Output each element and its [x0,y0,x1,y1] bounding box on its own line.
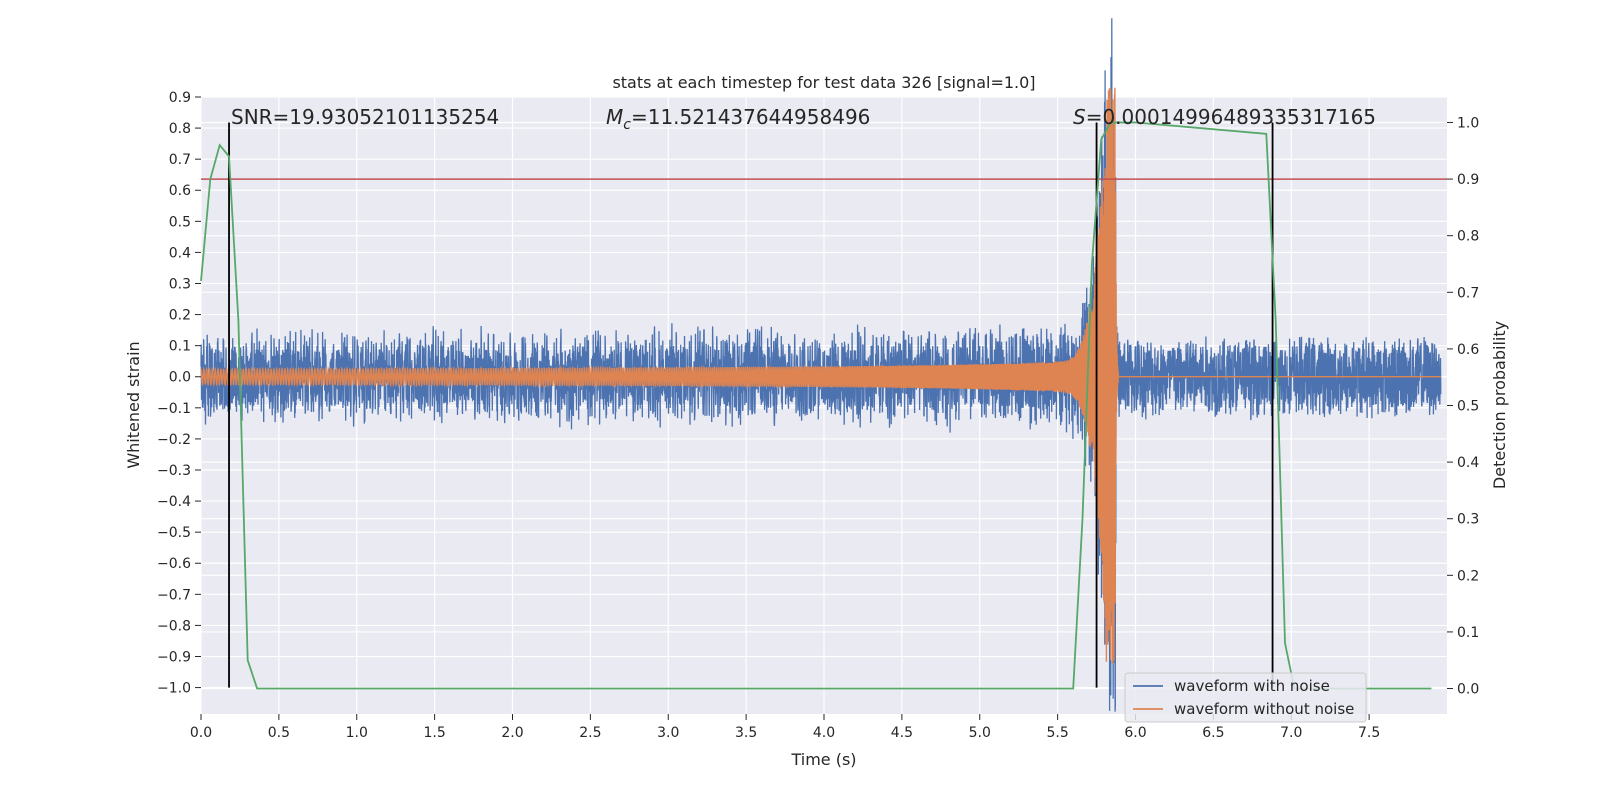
chirp-mass-symbol: M [606,105,623,129]
y-tick-label: 0.1 [169,339,191,355]
chirp-mass-annotation: Mc=11.521437644958496 [606,105,870,133]
y-tick-label: −0.4 [157,494,191,510]
y-tick-label: −0.7 [157,587,191,603]
y-tick-label: −0.8 [157,618,191,634]
legend-box [1124,672,1367,723]
series-line-detection-probability [200,121,1432,690]
x-tick-label: 4.0 [813,725,835,741]
y-tick-label: −0.2 [157,432,191,448]
legend-label-noise: waveform with noise [1174,677,1330,695]
y-tick-label: 0.0 [169,370,191,386]
y2-tick-label: 0.4 [1457,455,1479,471]
y2-tick-label: 0.7 [1457,285,1479,301]
y-tick-label: 0.9 [169,90,191,106]
legend-label-clean: waveform without noise [1174,700,1354,718]
chart-title: stats at each timestep for test data 326… [612,73,1035,92]
y2-tick-label: 1.0 [1457,115,1479,131]
y2-tick-label: 0.9 [1457,172,1479,188]
y2-tick-label: 0.1 [1457,625,1479,641]
y2-tick-label: 0.8 [1457,229,1479,245]
y-tick-label: 0.4 [169,245,191,261]
x-tick-label: 6.0 [1124,725,1146,741]
y2-axis-label: Detection probability [1490,321,1509,489]
x-axis-label: Time (s) [790,750,856,769]
x-tick-label: 7.0 [1280,725,1302,741]
x-tick-label: 1.0 [346,725,368,741]
x-tick-label: 1.5 [423,725,445,741]
y-tick-label: 0.7 [169,152,191,168]
ticks: 0.0 0.5 1.0 1.5 2.0 2.5 3.0 3.5 4.0 4.5 5.0 5.5 6.0 6… [157,90,1479,741]
y-tick-label: 0.6 [169,183,191,199]
y2-tick-label: 0.5 [1457,399,1479,415]
y2-tick-label: 0.2 [1457,568,1479,584]
y-tick-label: −0.1 [157,401,191,417]
y-axis-label: Whitened strain [124,341,143,468]
y-tick-label: 0.2 [169,308,191,324]
y-tick-label: 0.3 [169,276,191,292]
chirp-mass-subscript: c [623,117,631,133]
y-tick-label: −0.9 [157,649,191,665]
s-value: =0.00014996489335317165 [1086,105,1376,129]
y-tick-label: 0.5 [169,214,191,230]
y-tick-label: −0.3 [157,463,191,479]
y2-tick-label: 0.3 [1457,512,1479,528]
x-tick-label: 2.5 [579,725,601,741]
y-tick-label: −0.6 [157,556,191,572]
s-annotation: S=0.00014996489335317165 [1073,105,1376,129]
legend: waveform with noise waveform without noi… [1124,672,1367,723]
chirp-mass-value: =11.521437644958496 [631,105,870,129]
x-tick-label: 0.5 [268,725,290,741]
y2-tick-label: 0.6 [1457,342,1479,358]
y-tick-label: 0.8 [169,121,191,137]
x-tick-label: 5.5 [1046,725,1068,741]
s-symbol: S [1073,105,1086,129]
y-tick-label: −0.5 [157,525,191,541]
x-tick-label: 3.5 [735,725,757,741]
x-tick-label: 4.5 [891,725,913,741]
x-tick-label: 6.5 [1202,725,1224,741]
y2-tick-label: 0.0 [1457,682,1479,698]
x-tick-label: 5.0 [969,725,991,741]
series-layer [200,18,1447,712]
x-tick-label: 3.0 [657,725,679,741]
x-tick-label: 2.0 [501,725,523,741]
x-tick-label: 7.5 [1358,725,1380,741]
snr-annotation: SNR=19.93052101135254 [231,105,499,129]
y-tick-label: −1.0 [157,681,191,697]
series-line-waveform-without-noise [200,87,1441,665]
x-tick-label: 0.0 [190,725,212,741]
